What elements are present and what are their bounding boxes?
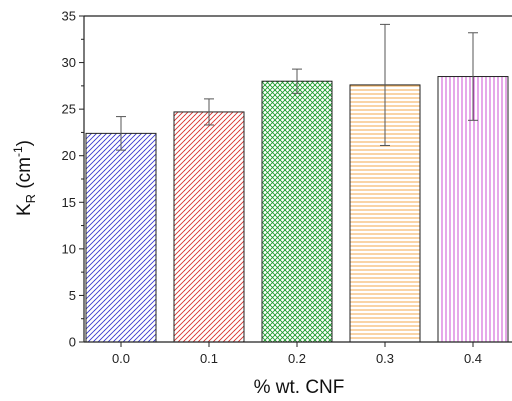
y-tick-label-6: 30 bbox=[62, 55, 76, 70]
y-tick-label-1: 5 bbox=[69, 288, 76, 303]
tick-labels-group: 0.0 0.1 0.2 0.3 0.4 0 5 10 15 20 25 30 35 bbox=[62, 9, 483, 367]
y-title-sup: -1 bbox=[11, 146, 25, 157]
x-axis-title: % wt. CNF bbox=[254, 377, 345, 398]
y-tick-label-3: 15 bbox=[62, 195, 76, 210]
x-tick-label-3: 0.3 bbox=[376, 351, 394, 366]
bars-group bbox=[85, 76, 509, 343]
error-bars-group bbox=[116, 23, 478, 151]
bar-2 bbox=[261, 80, 333, 343]
bar-0 bbox=[85, 132, 157, 343]
y-title-main: K bbox=[14, 203, 35, 216]
y-tick-label-7: 35 bbox=[62, 9, 76, 24]
x-tick-label-0: 0.0 bbox=[112, 351, 130, 366]
y-axis-title: KR (cm-1) bbox=[11, 140, 38, 216]
y-title-close: ) bbox=[14, 140, 35, 146]
y-tick-label-0: 0 bbox=[69, 335, 76, 350]
bar-1 bbox=[173, 111, 245, 343]
y-tick-label-2: 10 bbox=[62, 241, 76, 256]
x-tick-label-1: 0.1 bbox=[200, 351, 218, 366]
y-tick-label-4: 20 bbox=[62, 148, 76, 163]
y-title-unit: (cm bbox=[14, 157, 35, 194]
y-title-sub: R bbox=[23, 194, 38, 203]
x-tick-label-2: 0.2 bbox=[288, 351, 306, 366]
y-tick-label-5: 25 bbox=[62, 102, 76, 117]
x-tick-label-4: 0.4 bbox=[464, 351, 482, 366]
